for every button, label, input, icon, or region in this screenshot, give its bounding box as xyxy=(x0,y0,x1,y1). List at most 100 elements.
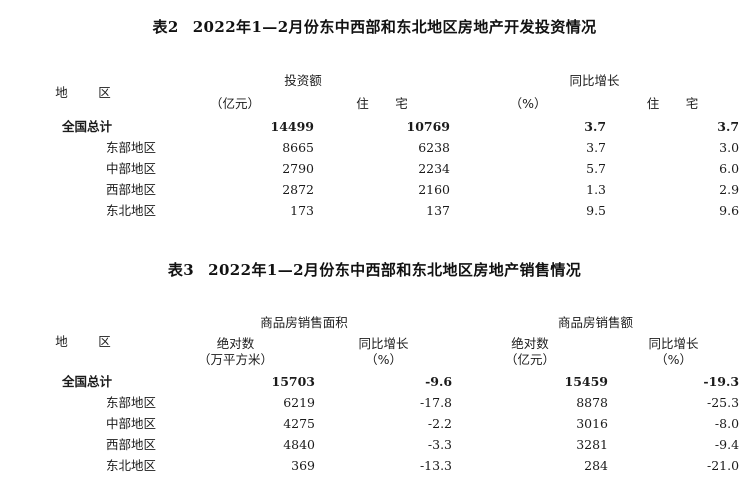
table2-row-2-region: 中部地区 xyxy=(105,161,156,176)
table3-row-4-area-growth: -13.3 xyxy=(419,458,453,473)
table2-header-investment-residential-label: 住 宅 xyxy=(356,96,415,111)
table2-header-region-label: 地 区 xyxy=(55,84,120,100)
table-row: 东部地区 6219 -17.8 8878 -25.3 xyxy=(10,392,739,413)
table2-title-text: 2022年1—2月份东中西部和东北地区房地产开发投资情况 xyxy=(192,18,597,36)
table3-row-4-amount-growth: -21.0 xyxy=(706,458,740,473)
table2-header-row-1: 地 区 投资额 同比增长 xyxy=(10,69,739,100)
table3-row-2-region: 中部地区 xyxy=(105,416,156,431)
table3-row-0-amount-abs: 15459 xyxy=(564,374,609,389)
table3-row-3-amount-abs: 3281 xyxy=(576,437,609,452)
table2-header-region: 地 区 xyxy=(10,69,156,116)
table-row: 中部地区 4275 -2.2 3016 -8.0 xyxy=(10,413,739,434)
table3-header-area-abs-label: 绝对数 xyxy=(216,336,255,351)
table3-row-0-area-abs: 15703 xyxy=(271,374,316,389)
table3-header-area-group-label: 商品房销售面积 xyxy=(260,314,348,330)
table2-row-3-investment: 2872 xyxy=(282,182,314,197)
table3-row-1-area-growth: -17.8 xyxy=(419,395,453,410)
table2-header-growth-residential: 住 宅 xyxy=(606,92,739,116)
table2-row-0-region: 全国总计 xyxy=(61,119,112,134)
table3-header-amount-growth-unit: （%） xyxy=(655,352,692,367)
table3-row-3-amount-growth: -9.4 xyxy=(714,437,740,452)
table3-header-area-growth: 同比增长 （%） xyxy=(315,333,452,371)
table2-row-1-region: 东部地区 xyxy=(105,140,156,155)
table3-header-amount-growth: 同比增长 （%） xyxy=(608,333,739,371)
table3-header-amount-group: 商品房销售额 xyxy=(452,312,739,333)
table3-row-3-area-growth: -3.3 xyxy=(427,437,453,452)
table3-header-area-abs-unit: （万平方米） xyxy=(197,352,273,367)
table-row: 东北地区 369 -13.3 284 -21.0 xyxy=(10,455,739,476)
table-row: 西部地区 2872 2160 1.3 2.9 xyxy=(10,179,739,200)
table2: 地 区 投资额 同比增长 （亿元） 住 宅 （%） 住 宅 xyxy=(10,69,740,221)
table3-header-amount-group-label: 商品房销售额 xyxy=(558,314,634,330)
table2-header-investment-label: 投资额 xyxy=(284,72,322,88)
table-row: 中部地区 2790 2234 5.7 6.0 xyxy=(10,158,739,179)
table2-header-growth-unit: （%） xyxy=(450,92,606,116)
table3-row-2-area-abs: 4275 xyxy=(283,416,315,431)
table2-row-4-region: 东北地区 xyxy=(105,203,156,218)
table3-row-2-amount-growth: -8.0 xyxy=(714,416,740,431)
table2-header-investment-residential: 住 宅 xyxy=(314,92,450,116)
table2-header-investment-unit-label: （亿元） xyxy=(209,96,260,111)
table3-title-number: 表3 xyxy=(167,261,195,279)
table2-header-row-2: （亿元） 住 宅 （%） 住 宅 xyxy=(10,92,739,116)
table3-row-2-area-growth: -2.2 xyxy=(427,416,453,431)
table2-row-0-growth: 3.7 xyxy=(584,119,607,134)
table3-header-area-growth-unit: （%） xyxy=(365,352,402,367)
table2-title-number: 表2 xyxy=(152,18,179,36)
table3-header-row-1: 地 区 商品房销售面积 商品房销售额 xyxy=(10,312,739,349)
table3-row-4-region: 东北地区 xyxy=(105,458,156,473)
table2-row-0-investment: 14499 xyxy=(270,119,315,134)
table3-header-amount-growth-label: 同比增长 xyxy=(648,336,699,351)
table2-row-2-growth-residential: 6.0 xyxy=(719,161,740,176)
table2-row-2-investment-residential: 2234 xyxy=(418,161,451,176)
table2-header-growth-label: 同比增长 xyxy=(569,72,620,88)
table3-row-0-area-growth: -9.6 xyxy=(425,374,453,389)
table2-row-4-investment-residential: 137 xyxy=(426,203,451,218)
table3-row-3-area-abs: 4840 xyxy=(283,437,315,452)
table2-row-3-growth: 1.3 xyxy=(586,182,607,197)
table3-title: 表3 2022年1—2月份东中西部和东北地区房地产销售情况 xyxy=(0,259,749,280)
table3-header-area-group: 商品房销售面积 xyxy=(156,312,452,333)
table3-header-amount-abs: 绝对数 （亿元） xyxy=(452,333,608,371)
table2-row-2-growth: 5.7 xyxy=(586,161,607,176)
table3-header-area-growth-label: 同比增长 xyxy=(358,336,409,351)
table2-row-0-growth-residential: 3.7 xyxy=(717,119,740,134)
table3-header-amount-abs-unit: （亿元） xyxy=(505,352,556,367)
table2-row-1-investment-residential: 6238 xyxy=(418,140,451,155)
table3-row-1-amount-abs: 8878 xyxy=(576,395,609,410)
table3-row-1-area-abs: 6219 xyxy=(283,395,315,410)
table3-row-2-amount-abs: 3016 xyxy=(576,416,609,431)
table3: 地 区 商品房销售面积 商品房销售额 绝对数 （万平方米） 同比增长 （%） 绝… xyxy=(10,312,740,476)
table3-row-0-amount-growth: -19.3 xyxy=(703,374,740,389)
table-row: 西部地区 4840 -3.3 3281 -9.4 xyxy=(10,434,739,455)
table2-header-investment-unit: （亿元） xyxy=(156,92,314,116)
table3-row-0-region: 全国总计 xyxy=(61,374,112,389)
table3-header-region: 地 区 xyxy=(10,312,156,371)
table3-header-region-label: 地 区 xyxy=(55,333,120,349)
table2-header-investment-group: 投资额 xyxy=(156,69,450,92)
table2-row-0-investment-residential: 10769 xyxy=(406,119,451,134)
table2-row-1-growth: 3.7 xyxy=(586,140,607,155)
table2-row-3-region: 西部地区 xyxy=(105,182,156,197)
table3-row-4-amount-abs: 284 xyxy=(584,458,609,473)
table2-header-growth-residential-label: 住 宅 xyxy=(646,96,706,111)
table-row: 全国总计 15703 -9.6 15459 -19.3 xyxy=(10,371,739,392)
table2-header-growth-unit-label: （%） xyxy=(509,96,547,111)
table3-header-row-2: 绝对数 （万平方米） 同比增长 （%） 绝对数 （亿元） 同比增长 （%） xyxy=(10,333,739,371)
table2-header-growth-group: 同比增长 xyxy=(450,69,739,92)
table2-row-4-investment: 173 xyxy=(290,203,314,218)
table3-row-1-amount-growth: -25.3 xyxy=(706,395,740,410)
table2-row-1-investment: 8665 xyxy=(282,140,314,155)
table3-row-1-region: 东部地区 xyxy=(105,395,156,410)
table2-row-4-growth: 9.5 xyxy=(586,203,607,218)
table3-row-3-region: 西部地区 xyxy=(105,437,156,452)
table3-header-amount-abs-label: 绝对数 xyxy=(511,336,549,351)
table3-title-text: 2022年1—2月份东中西部和东北地区房地产销售情况 xyxy=(208,261,582,279)
table2-row-3-investment-residential: 2160 xyxy=(418,182,451,197)
table2-row-1-growth-residential: 3.0 xyxy=(719,140,740,155)
table-row: 东部地区 8665 6238 3.7 3.0 xyxy=(10,137,739,158)
table3-row-4-area-abs: 369 xyxy=(291,458,315,473)
table-row: 全国总计 14499 10769 3.7 3.7 xyxy=(10,116,739,137)
table2-row-2-investment: 2790 xyxy=(282,161,314,176)
table3-header-area-abs: 绝对数 （万平方米） xyxy=(156,333,315,371)
